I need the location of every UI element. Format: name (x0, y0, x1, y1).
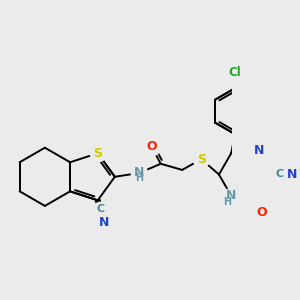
Text: S: S (93, 147, 102, 160)
Text: C: C (275, 169, 284, 179)
Text: O: O (256, 206, 267, 219)
Text: C: C (96, 204, 104, 214)
Text: H: H (135, 173, 143, 183)
Text: N: N (134, 167, 145, 179)
Text: N: N (287, 168, 298, 181)
Text: N: N (226, 189, 236, 202)
Text: N: N (254, 144, 264, 157)
Text: N: N (99, 216, 110, 229)
Text: S: S (197, 153, 206, 166)
Text: Cl: Cl (229, 66, 242, 80)
Text: O: O (146, 140, 157, 153)
Text: H: H (223, 197, 231, 207)
